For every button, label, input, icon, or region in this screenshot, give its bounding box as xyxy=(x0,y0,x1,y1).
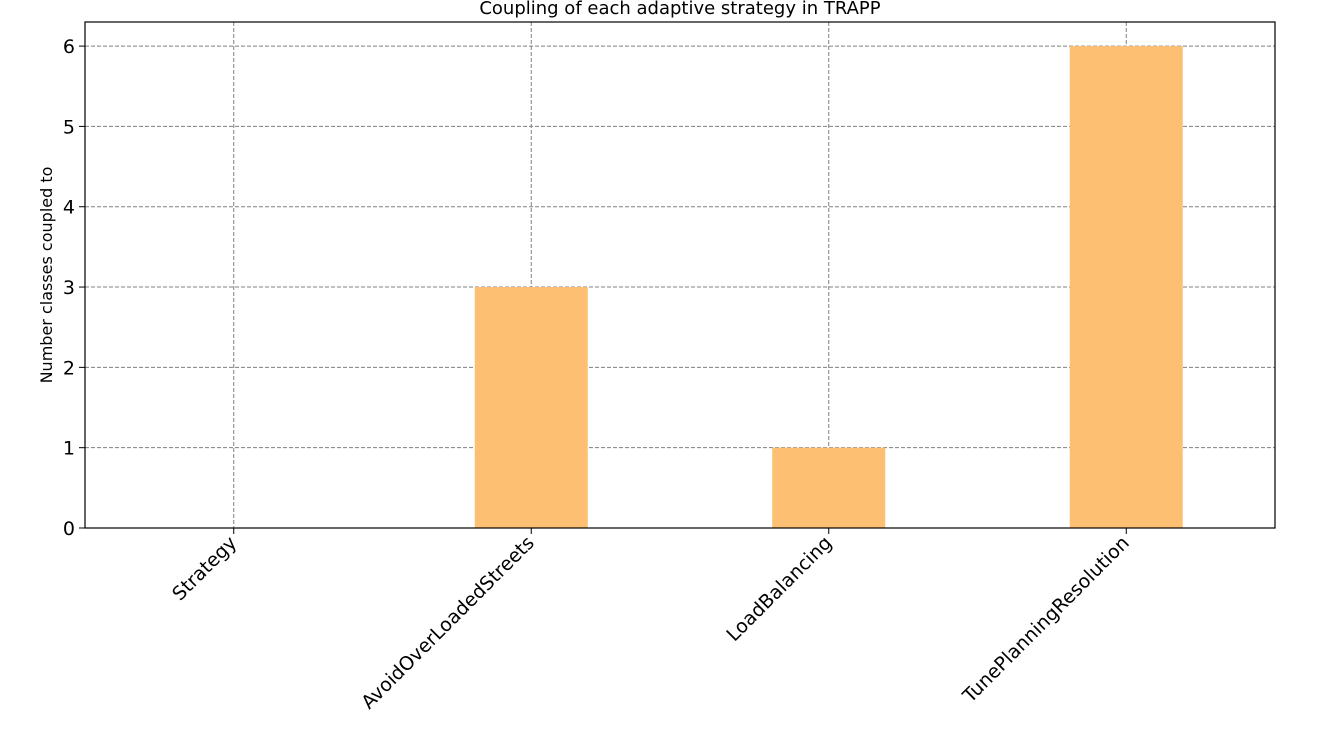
plot-frame xyxy=(84,21,1276,529)
y-axis-label: Number classes coupled to xyxy=(37,167,56,384)
bar-tuneplanningresolution xyxy=(1069,46,1183,528)
y-tick-label: 0 xyxy=(63,518,75,540)
bar-avoidoverloadedstreets xyxy=(474,287,588,528)
x-tick-label: TunePlanningResolution xyxy=(958,532,1134,708)
y-tick-label: 1 xyxy=(63,438,75,460)
y-tick-label: 3 xyxy=(63,277,75,299)
x-tick-label: LoadBalancing xyxy=(722,532,836,646)
y-tick-label: 2 xyxy=(63,357,75,379)
axis-ticks: 0 1 2 3 4 5 6 Strategy AvoidOverLoadedStreets Loa… xyxy=(63,36,1134,713)
y-tick-label: 5 xyxy=(63,116,75,138)
y-tick-label: 4 xyxy=(63,197,75,219)
y-tick-label: 6 xyxy=(63,36,75,58)
x-tick-label: Strategy xyxy=(168,532,241,605)
chart-title: Coupling of each adaptive strategy in TR… xyxy=(479,0,880,19)
bars xyxy=(474,46,1183,528)
bar-loadbalancing xyxy=(772,447,886,528)
x-tick-label: AvoidOverLoadedStreets xyxy=(357,532,539,714)
